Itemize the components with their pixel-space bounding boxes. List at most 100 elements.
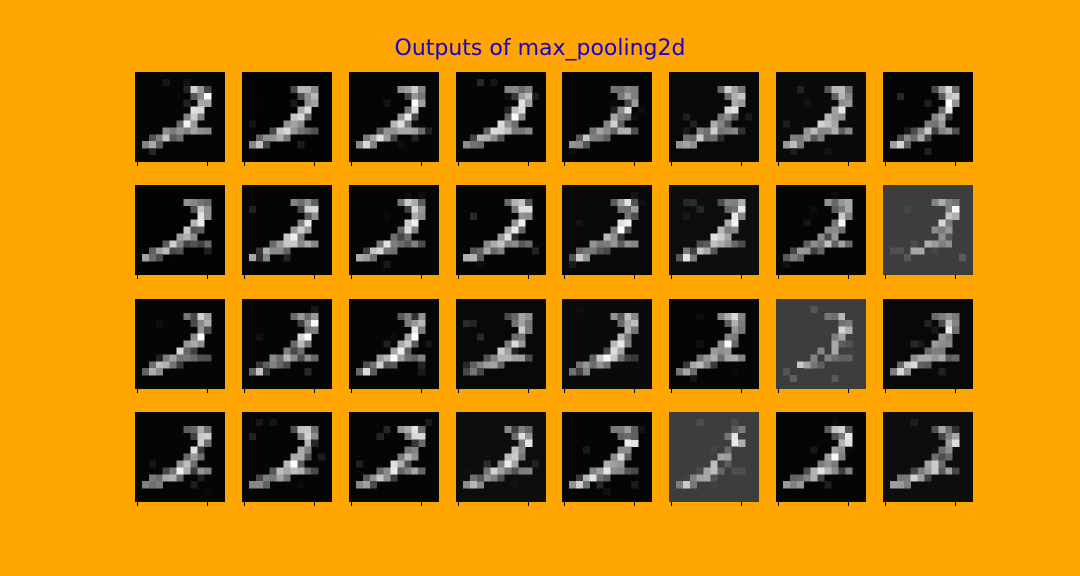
- axis-tick: [885, 502, 886, 506]
- feature-map-panel: [883, 299, 973, 389]
- feature-map-image: [349, 412, 439, 502]
- feature-map-image: [883, 412, 973, 502]
- feature-map-image: [562, 412, 652, 502]
- feature-map-image: [883, 72, 973, 162]
- axis-tick: [564, 275, 565, 279]
- axis-tick: [955, 162, 956, 166]
- feature-map-image: [242, 299, 332, 389]
- feature-map-image: [776, 72, 866, 162]
- axis-tick: [137, 502, 138, 506]
- axis-tick: [528, 389, 529, 393]
- axis-tick: [955, 502, 956, 506]
- axis-tick: [564, 502, 565, 506]
- axis-tick: [848, 162, 849, 166]
- axis-tick: [528, 275, 529, 279]
- axis-tick: [671, 275, 672, 279]
- axis-tick: [458, 389, 459, 393]
- feature-map-panel: [776, 412, 866, 502]
- axis-tick: [564, 162, 565, 166]
- feature-map-panel: [242, 299, 332, 389]
- axis-tick: [421, 389, 422, 393]
- axis-tick: [885, 275, 886, 279]
- feature-map-panel: [776, 72, 866, 162]
- feature-map-panel: [349, 412, 439, 502]
- axis-tick: [885, 389, 886, 393]
- feature-map-panel: [456, 72, 546, 162]
- axis-tick: [885, 162, 886, 166]
- figure-title: Outputs of max_pooling2d: [394, 36, 686, 61]
- feature-map-image: [456, 299, 546, 389]
- feature-map-panel: [135, 299, 225, 389]
- axis-tick: [421, 502, 422, 506]
- feature-map-panel: [135, 72, 225, 162]
- feature-map-image: [883, 185, 973, 275]
- axis-tick: [634, 502, 635, 506]
- axis-tick: [741, 162, 742, 166]
- axis-tick: [244, 502, 245, 506]
- feature-map-image: [562, 185, 652, 275]
- axis-tick: [137, 162, 138, 166]
- feature-map-image: [562, 72, 652, 162]
- axis-tick: [955, 275, 956, 279]
- feature-map-image: [135, 185, 225, 275]
- feature-map-panel: [349, 185, 439, 275]
- feature-map-panel: [242, 185, 332, 275]
- feature-map-image: [456, 412, 546, 502]
- feature-map-panel: [776, 299, 866, 389]
- feature-map-image: [135, 72, 225, 162]
- feature-map-panel: [669, 299, 759, 389]
- feature-map-image: [669, 185, 759, 275]
- feature-map-panel: [135, 412, 225, 502]
- axis-tick: [778, 389, 779, 393]
- axis-tick: [351, 389, 352, 393]
- feature-map-image: [456, 185, 546, 275]
- axis-tick: [421, 275, 422, 279]
- feature-map-image: [456, 72, 546, 162]
- axis-tick: [458, 162, 459, 166]
- axis-tick: [351, 502, 352, 506]
- feature-map-image: [562, 299, 652, 389]
- axis-tick: [421, 162, 422, 166]
- feature-map-image: [669, 72, 759, 162]
- axis-tick: [314, 389, 315, 393]
- axis-tick: [741, 389, 742, 393]
- axis-tick: [741, 502, 742, 506]
- axis-tick: [634, 275, 635, 279]
- feature-map-panel: [349, 299, 439, 389]
- axis-tick: [671, 502, 672, 506]
- feature-map-image: [349, 72, 439, 162]
- axis-tick: [458, 502, 459, 506]
- axis-tick: [741, 275, 742, 279]
- feature-map-panel: [349, 72, 439, 162]
- feature-map-panel: [669, 412, 759, 502]
- axis-tick: [314, 162, 315, 166]
- feature-map-image: [669, 299, 759, 389]
- feature-map-image: [776, 412, 866, 502]
- axis-tick: [458, 275, 459, 279]
- axis-tick: [848, 502, 849, 506]
- axis-tick: [778, 162, 779, 166]
- feature-map-panel: [562, 412, 652, 502]
- axis-tick: [207, 502, 208, 506]
- feature-map-panel: [669, 185, 759, 275]
- axis-tick: [351, 275, 352, 279]
- feature-map-image: [776, 185, 866, 275]
- axis-tick: [137, 389, 138, 393]
- feature-map-image: [883, 299, 973, 389]
- feature-map-image: [669, 412, 759, 502]
- feature-map-panel: [242, 72, 332, 162]
- feature-map-panel: [669, 72, 759, 162]
- feature-map-image: [135, 299, 225, 389]
- feature-map-panel: [456, 185, 546, 275]
- feature-map-panel: [776, 185, 866, 275]
- axis-tick: [207, 275, 208, 279]
- feature-map-image: [242, 72, 332, 162]
- axis-tick: [634, 389, 635, 393]
- feature-map-image: [776, 299, 866, 389]
- axis-tick: [778, 275, 779, 279]
- axis-tick: [778, 502, 779, 506]
- feature-map-panel: [242, 412, 332, 502]
- axis-tick: [671, 389, 672, 393]
- axis-tick: [848, 389, 849, 393]
